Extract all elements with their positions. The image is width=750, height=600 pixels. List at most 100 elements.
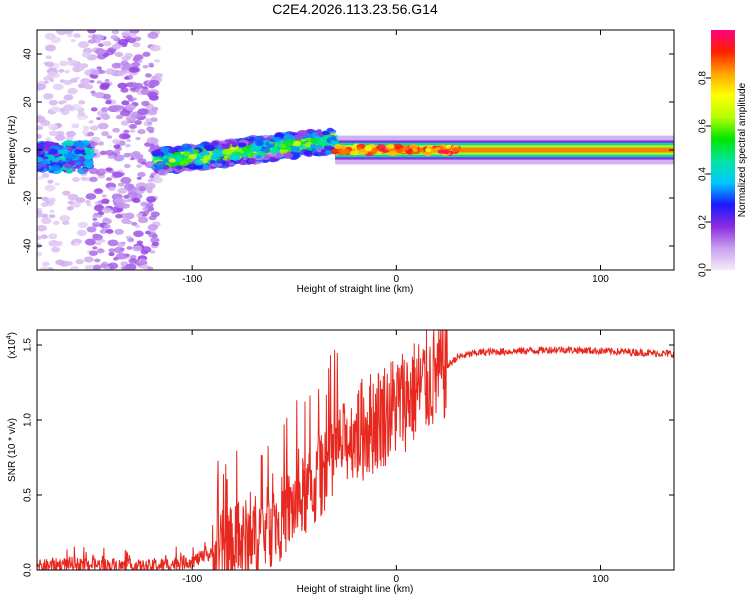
spectrum-blob (78, 100, 86, 105)
spectrum-blob (83, 159, 94, 166)
spectrum-blob (131, 221, 138, 226)
spectrum-blob (112, 127, 120, 133)
spectrum-blob (48, 169, 55, 174)
spectrum-blob (54, 182, 60, 186)
spectrum-blob (37, 115, 46, 123)
spectrum-blob (144, 186, 153, 192)
spectrum-blob (83, 155, 92, 161)
spectrum-blob (216, 145, 224, 151)
spectrum-blob (124, 38, 130, 43)
spectrum-blob (317, 138, 329, 145)
spectrum-blob (146, 196, 157, 203)
spectrum-blob (126, 220, 133, 225)
spectrum-blob (126, 246, 133, 250)
spectrum-blob (201, 164, 209, 170)
spectrum-blob (268, 141, 274, 145)
spectrum-blob (40, 266, 49, 270)
spectrum-blob (142, 64, 149, 69)
spectrum-blob (168, 158, 176, 163)
spectrum-blob (105, 177, 112, 181)
y-tick-label: 20 (23, 96, 34, 108)
spectrum-blob (37, 242, 42, 249)
spectrum-blob (124, 52, 134, 59)
spectrum-blob (160, 147, 172, 155)
spectrum-blob (86, 203, 92, 207)
spectrum-blob (150, 211, 160, 218)
spectrum-blob (74, 161, 81, 166)
spectrum-blob (84, 200, 91, 204)
spectrum-blob (129, 129, 136, 133)
spectrum-blob (330, 140, 337, 144)
colorbar-tick-label: 0.8 (698, 71, 709, 85)
spectrum-blob (349, 150, 357, 155)
spectrum-blob (83, 147, 89, 151)
spectrum-blob (129, 157, 135, 161)
spectrum-blob (412, 148, 418, 152)
spectrum-blob (303, 150, 313, 156)
spectrum-blob (147, 178, 154, 183)
spectrum-blob (396, 148, 404, 154)
spectrum-blob (152, 176, 164, 184)
spectrum-blob (110, 34, 118, 40)
spectrum-blob (127, 37, 137, 44)
spectrum-blob (87, 34, 94, 39)
spectrum-blob (183, 151, 191, 157)
spectrum-blob (77, 83, 86, 89)
spectrum-blob (316, 129, 322, 133)
snr-y-scale-exp: 4 (6, 335, 13, 339)
spectrum-blob (116, 241, 125, 248)
spectrum-blob (40, 234, 48, 240)
spectrum-blob (300, 138, 306, 142)
spectrum-blob (72, 66, 83, 73)
spectrum-blob (248, 158, 257, 164)
spectrum-blob (137, 129, 146, 135)
spectrum-blob (270, 148, 279, 154)
spectrum-blob (116, 70, 126, 77)
spectrum-blob (216, 163, 223, 167)
spectrum-blob (43, 80, 49, 84)
spectrum-blob (221, 149, 232, 156)
spectrum-blob (146, 108, 158, 116)
spectrum-blob (311, 132, 318, 137)
spectrum-blob (100, 70, 106, 74)
spectrum-band (335, 147, 674, 153)
spectrum-blob (231, 143, 238, 148)
spectrogram-panel: -100 0 100 -40 -20 0 20 40 Height of straight … (7, 29, 675, 295)
spectrum-blob (67, 193, 79, 201)
spectrum-blob (135, 136, 141, 141)
spectrum-blob (62, 190, 71, 196)
spectrum-blob (51, 246, 61, 253)
spectrum-blob (48, 141, 54, 145)
spectrum-blob (292, 140, 302, 147)
spectrum-blob (58, 68, 65, 73)
spectrum-blob (101, 131, 110, 137)
spectrum-blob (107, 154, 115, 159)
svg-text:(x104): (x104) (6, 332, 18, 359)
spectrum-blob (140, 201, 148, 207)
y-tick-label: 40 (23, 48, 34, 60)
spectrum-blob (63, 94, 74, 101)
spectrum-blob (111, 104, 122, 111)
spectrum-blob (101, 198, 110, 204)
spectrum-blob (104, 149, 115, 156)
y-tick-label: 0 (23, 147, 34, 153)
spectrum-blob (88, 120, 94, 124)
spectrum-blob (107, 239, 119, 247)
spectrum-blob (59, 214, 71, 222)
snr-y-ticks: 0.0 0.5 1.0 1.5 (23, 338, 674, 577)
spectrum-blob (153, 142, 159, 146)
spectrum-blob (192, 149, 200, 154)
y-tick-label: 1.0 (23, 413, 34, 427)
spectrum-blob (141, 100, 150, 107)
spectrum-blob (55, 30, 64, 34)
spectrum-blob (102, 217, 110, 222)
spectrum-blob (341, 148, 350, 154)
snr-frame (36, 329, 675, 571)
spectrum-blob (142, 207, 149, 211)
spectrum-blob (77, 221, 89, 229)
spectrum-blob (117, 187, 128, 194)
spectrogram-x-label: Height of straight line (km) (297, 284, 414, 295)
spectrum-blob (168, 148, 176, 153)
spectrum-blob (93, 204, 105, 212)
spectrum-blob (119, 109, 131, 117)
